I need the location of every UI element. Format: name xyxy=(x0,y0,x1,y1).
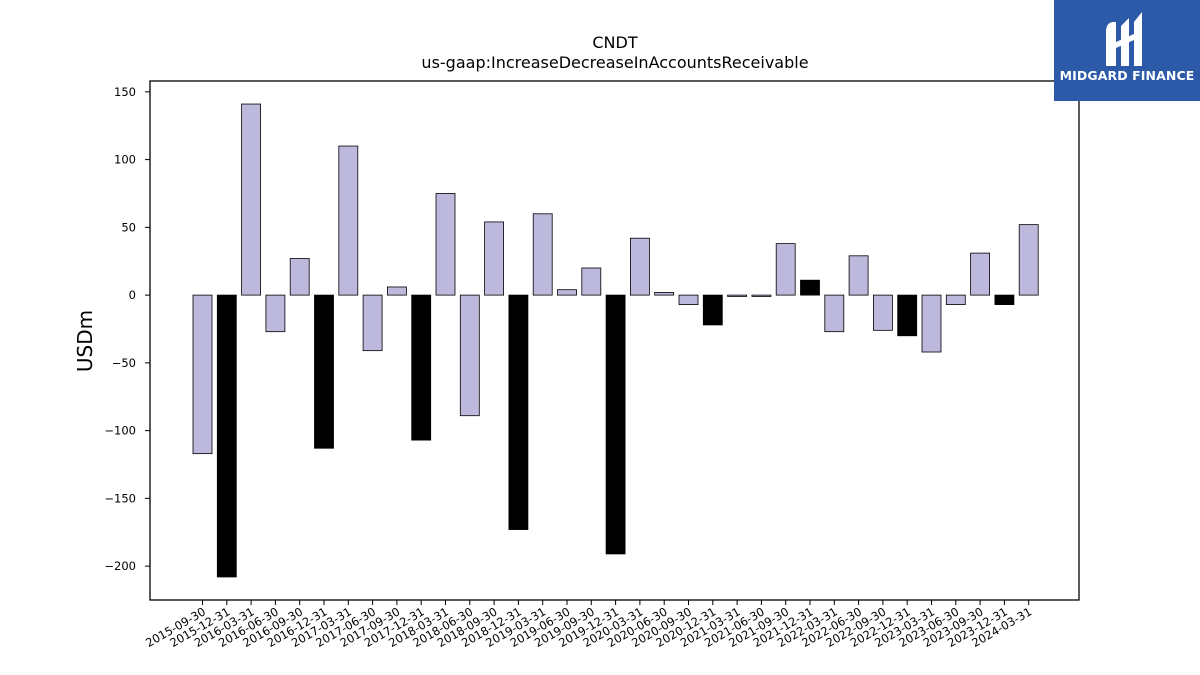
bar-2016-06-30 xyxy=(265,294,286,333)
bar-2018-09-30 xyxy=(484,221,505,296)
bar-2019-06-30 xyxy=(557,289,577,296)
bar-2016-12-31 xyxy=(314,294,334,449)
bar-2023-06-30 xyxy=(945,294,966,305)
bar-2018-06-30 xyxy=(459,294,480,417)
y-tick-label: 100 xyxy=(114,153,136,167)
bar-2020-06-30 xyxy=(654,291,675,296)
y-tick-label: 150 xyxy=(114,85,136,99)
bar-2022-03-31 xyxy=(824,294,845,333)
bar-2015-09-30 xyxy=(192,294,213,455)
chart-subtitle: us-gaap:IncreaseDecreaseInAccountsReceiv… xyxy=(421,53,808,72)
bar-2021-12-31 xyxy=(800,279,820,296)
bar-2019-12-31 xyxy=(605,294,626,555)
y-tick-label: 0 xyxy=(129,288,136,302)
y-tick-label: −150 xyxy=(104,491,136,505)
bar-2018-12-31 xyxy=(508,294,529,530)
bar-2019-09-30 xyxy=(581,267,602,296)
bar-2017-12-31 xyxy=(411,294,432,441)
bars-group xyxy=(192,103,1039,578)
bar-2022-12-31 xyxy=(897,294,918,337)
bar-2021-06-30 xyxy=(751,294,772,297)
bar-2021-09-30 xyxy=(775,243,796,296)
bar-2024-03-31 xyxy=(1018,224,1039,296)
bar-2016-03-31 xyxy=(241,103,262,296)
bar-2015-12-31 xyxy=(216,294,237,578)
bar-2017-09-30 xyxy=(386,286,407,296)
y-tick-label: −50 xyxy=(112,356,136,370)
x-axis-ticks: 2015-09-302015-12-312016-03-312016-06-30… xyxy=(143,600,1034,650)
midgard-finance-logo-icon xyxy=(1106,12,1142,66)
y-tick-label: −200 xyxy=(104,559,136,573)
bar-2020-09-30 xyxy=(678,294,699,305)
bar-2019-03-31 xyxy=(532,213,553,296)
y-tick-label: −100 xyxy=(104,424,136,438)
brand-logo: MIDGARD FINANCE xyxy=(1054,0,1200,101)
y-axis-ticks: 150 100 50 0 −50 −100 −150 −200 xyxy=(104,85,150,573)
bar-2023-03-31 xyxy=(921,294,942,353)
bar-2017-03-31 xyxy=(338,145,359,296)
bar-2018-03-31 xyxy=(435,193,456,296)
bar-2021-03-31 xyxy=(727,294,747,297)
brand-name: MIDGARD FINANCE xyxy=(1059,68,1195,83)
bar-2020-12-31 xyxy=(702,294,723,326)
plot-area-frame xyxy=(149,80,1080,601)
bar-2017-06-30 xyxy=(362,294,383,352)
y-tick-label: 50 xyxy=(121,220,136,234)
chart-title: CNDT xyxy=(592,33,637,52)
bar-2023-09-30 xyxy=(970,252,990,296)
bar-2020-03-31 xyxy=(630,237,650,296)
bar-2023-12-31 xyxy=(994,294,1015,305)
bar-2016-09-30 xyxy=(289,258,310,296)
bar-2022-09-30 xyxy=(873,294,893,331)
y-axis-label: USDm xyxy=(73,310,97,372)
bar-2022-06-30 xyxy=(848,255,869,296)
